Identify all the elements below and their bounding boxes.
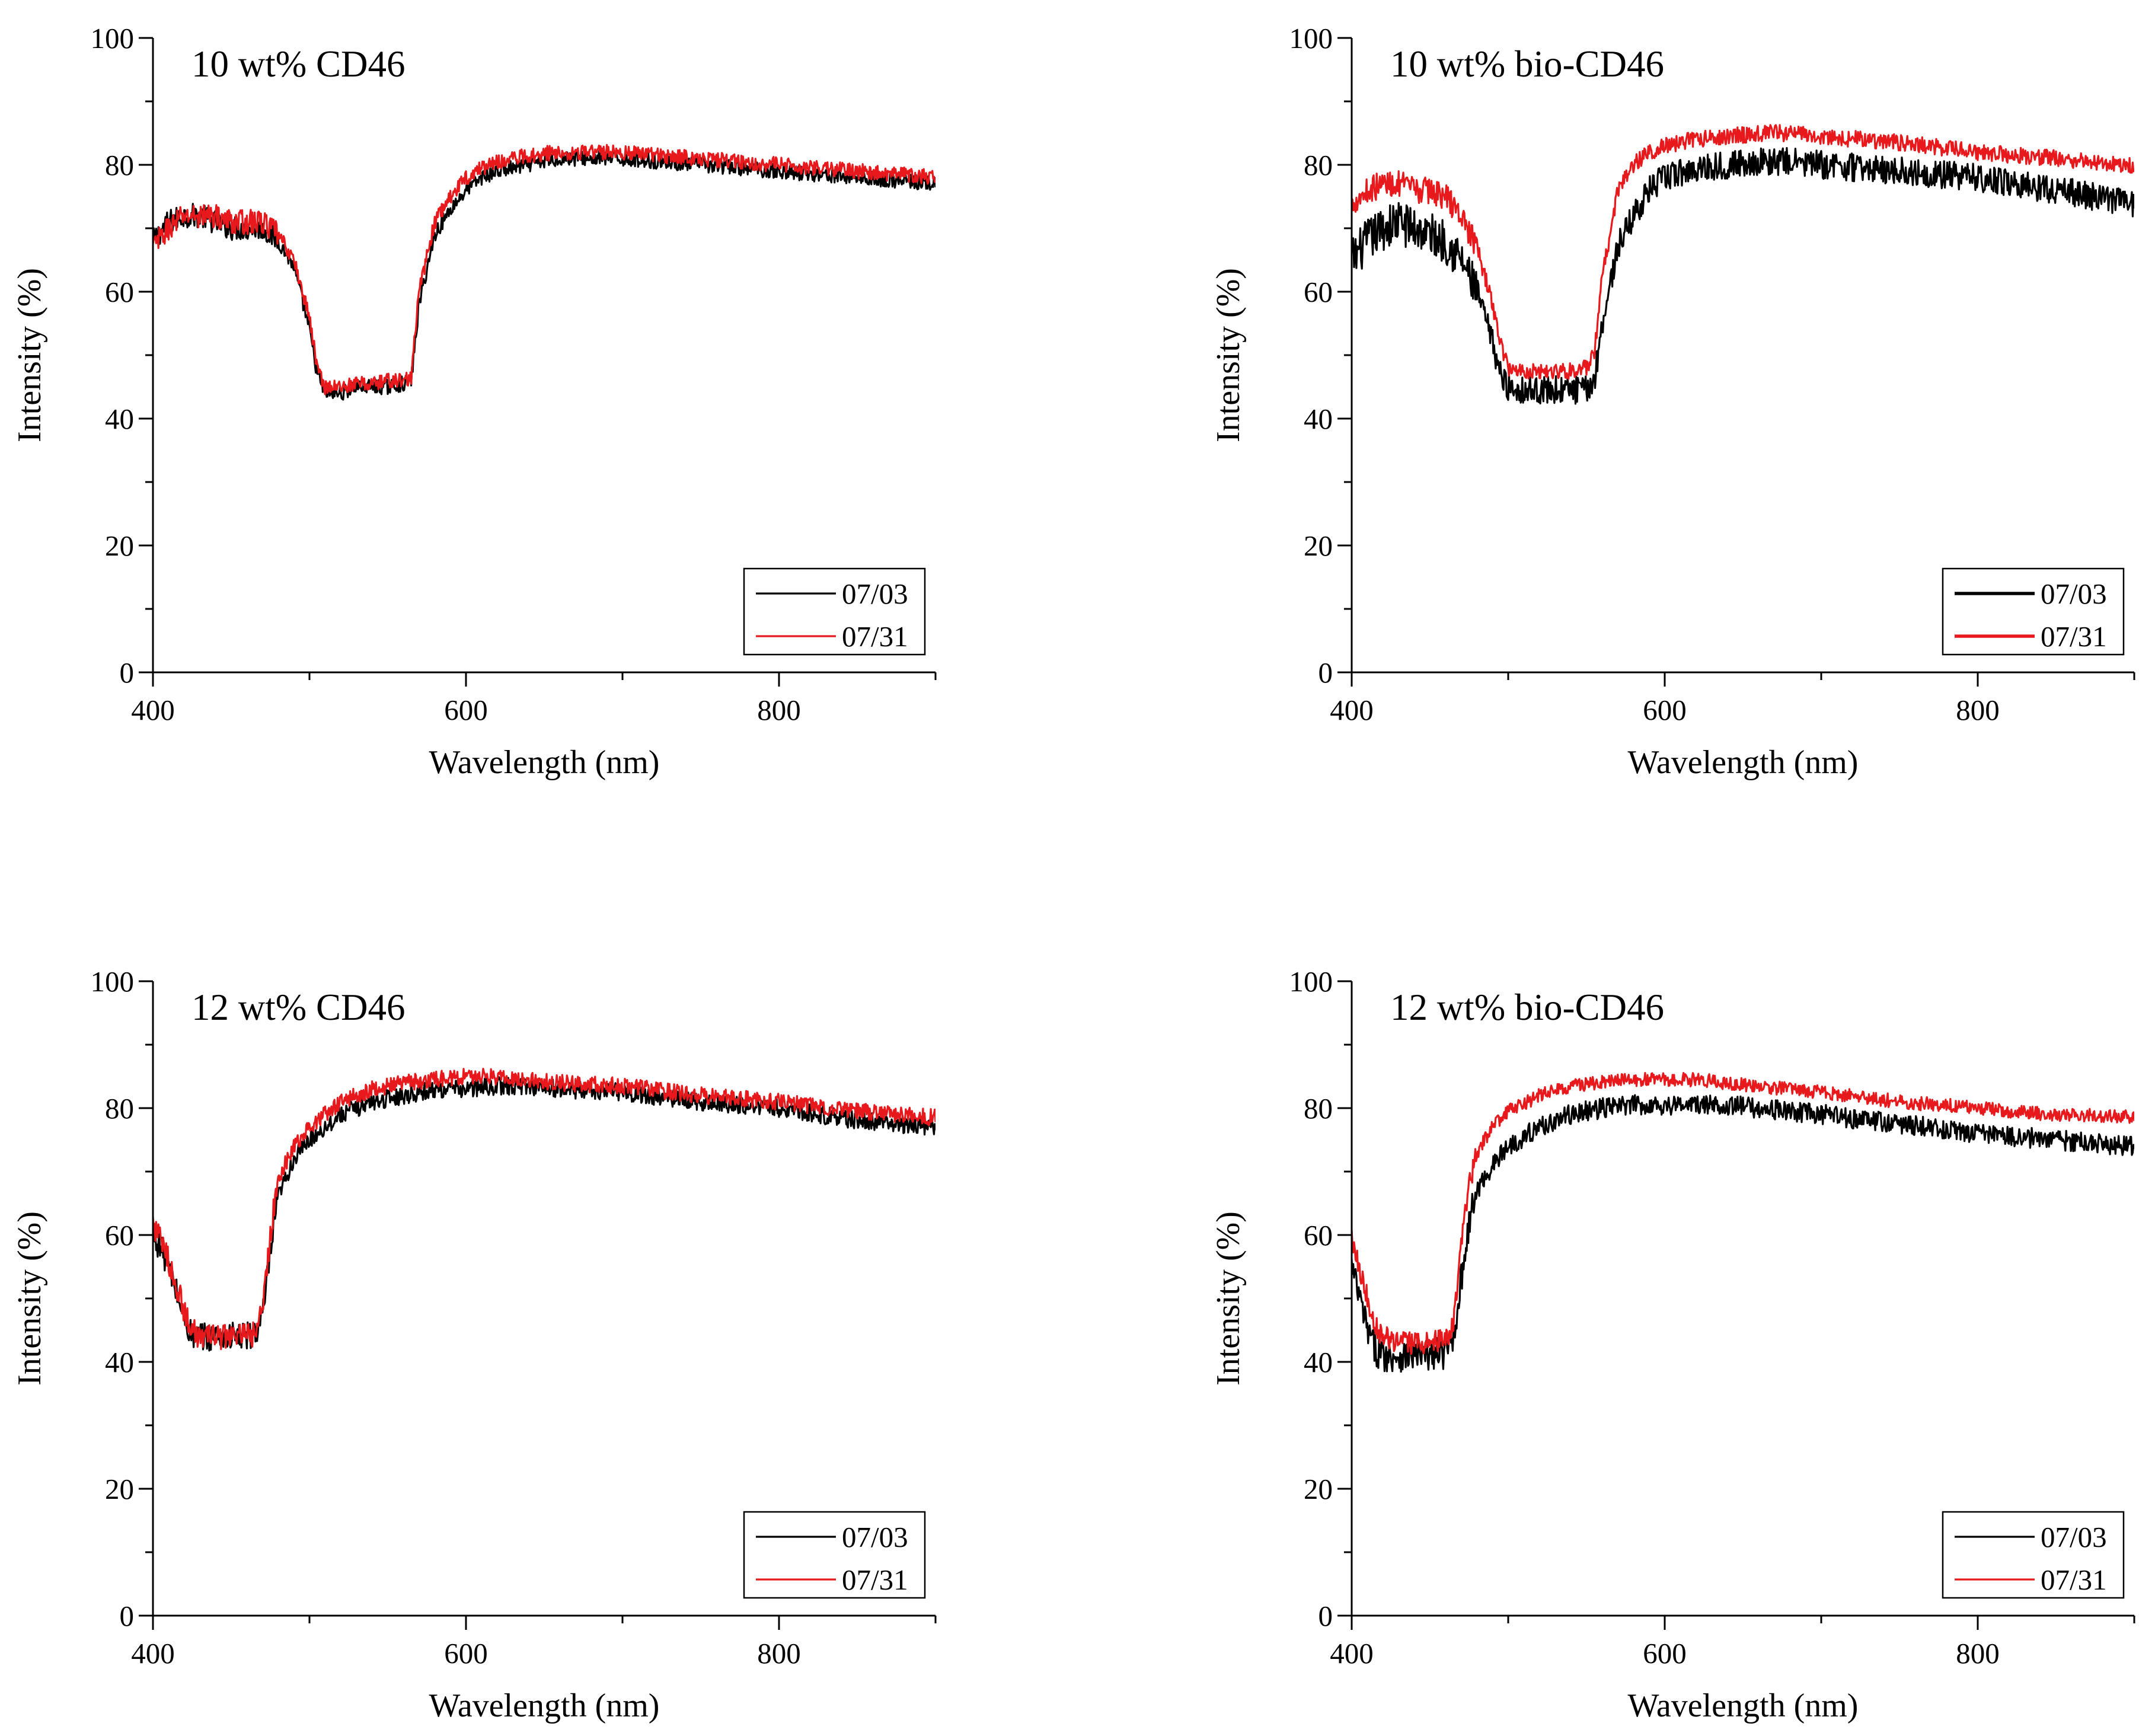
y-tick-label: 80 [1304,149,1333,181]
chart-panel: 0 20 40 60 80 100 400 600 800 Wavelength (nm) Inte… [11,22,937,781]
x-axis-title: Wavelength (nm) [429,1687,660,1724]
panel-title: 12 wt% bio-CD46 [1390,987,1664,1028]
y-axis-title: Intensity (%) [1210,1211,1247,1386]
legend-label: 07/03 [842,1521,908,1553]
y-tick-label: 40 [105,403,134,435]
x-tick-label: 600 [1643,1637,1687,1670]
y-tick-label: 80 [105,149,134,181]
legend-label: 07/31 [842,620,908,653]
y-tick-label: 20 [105,529,134,562]
y-tick-label: 60 [1304,276,1333,308]
series-line [1352,124,2134,380]
y-tick-label: 60 [1304,1219,1333,1252]
series-line [153,150,936,401]
y-axis-title: Intensity (%) [1210,268,1247,442]
panel-title: 10 wt% CD46 [191,43,406,85]
chart-panel: 0 20 40 60 80 100 400 600 800 Wavelength (nm) Inte… [1210,22,2135,781]
legend-label: 07/31 [2041,620,2107,653]
x-tick-label: 400 [1330,694,1374,726]
y-tick-label: 40 [105,1346,134,1378]
y-tick-label: 100 [91,22,135,55]
y-tick-label: 100 [1289,965,1333,998]
x-tick-label: 600 [444,694,488,726]
x-tick-label: 800 [757,694,801,726]
series-line [153,143,936,395]
legend-label: 07/31 [842,1563,908,1596]
legend-box [743,1511,926,1599]
x-axis-title: Wavelength (nm) [1628,1687,1859,1724]
panel-title: 12 wt% CD46 [191,987,406,1028]
y-tick-label: 20 [105,1473,134,1505]
x-tick-label: 800 [1956,694,2000,726]
x-tick-label: 600 [1643,694,1687,726]
x-axis-title: Wavelength (nm) [1628,744,1859,781]
y-tick-label: 60 [105,1219,134,1252]
y-tick-label: 20 [1304,1473,1333,1505]
y-tick-label: 0 [1318,1600,1333,1632]
y-axis-title: Intensity (%) [11,1211,48,1386]
legend-label: 07/03 [2041,1521,2107,1553]
x-tick-label: 400 [131,694,175,726]
series-line [153,1067,936,1351]
y-tick-label: 20 [1304,529,1333,562]
legend-label: 07/03 [2041,577,2107,610]
legend-box [1942,1511,2125,1599]
series-line [1352,147,2134,405]
series-line [153,1076,936,1352]
y-tick-label: 100 [91,965,135,998]
y-tick-label: 40 [1304,1346,1333,1378]
panel-title: 10 wt% bio-CD46 [1390,43,1664,85]
x-axis-title: Wavelength (nm) [429,744,660,781]
x-tick-label: 800 [1956,1637,2000,1670]
x-tick-label: 400 [1330,1637,1374,1670]
y-tick-label: 80 [1304,1092,1333,1125]
chart-panel: 0 20 40 60 80 100 400 600 800 Wavelength (nm) Inte… [1210,965,2135,1724]
x-tick-label: 400 [131,1637,175,1670]
x-tick-label: 600 [444,1637,488,1670]
legend-label: 07/03 [842,577,908,610]
x-tick-label: 800 [757,1637,801,1670]
chart-panel: 0 20 40 60 80 100 400 600 800 Wavelength (nm) Inte… [11,965,937,1724]
y-tick-label: 100 [1289,22,1333,55]
y-tick-label: 0 [120,1600,135,1632]
y-tick-label: 0 [120,656,135,689]
legend-box [1942,567,2125,656]
y-axis-title: Intensity (%) [11,268,48,442]
series-line [1352,1094,2134,1373]
series-line [1352,1071,2134,1355]
y-tick-label: 80 [105,1092,134,1125]
legend-box [743,567,926,656]
y-tick-label: 60 [105,276,134,308]
legend-label: 07/31 [2041,1563,2107,1596]
y-tick-label: 40 [1304,403,1333,435]
y-tick-label: 0 [1318,656,1333,689]
